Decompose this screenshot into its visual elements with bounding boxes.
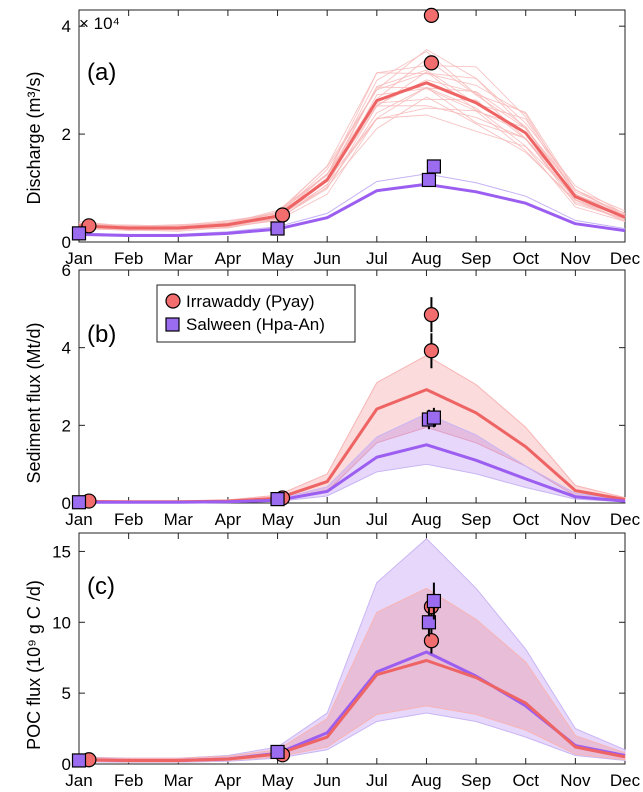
observation-salween-a xyxy=(426,159,441,174)
observation-irrawaddy-b xyxy=(423,307,440,323)
x-tick-label-a: Nov xyxy=(560,249,591,268)
y-axis-label-c: POC flux (10⁹ g C /d) xyxy=(24,580,44,750)
panel-b-plot: 0 2 4 6 Jan Feb Mar Apr May Jun Jul Aug Sep Oct Nov Dec xyxy=(62,261,641,529)
x-tick-label-c: Apr xyxy=(215,771,242,790)
x-tick-label-b: Jul xyxy=(366,510,388,529)
x-tick-label-c: Jun xyxy=(313,771,340,790)
ensemble-line-a xyxy=(78,114,626,232)
observation-irrawaddy-a xyxy=(423,7,440,23)
x-tick-label-b: Jan xyxy=(65,510,92,529)
observation-salween-c xyxy=(421,615,437,630)
y-axis-label-b: Sediment flux (Mt/d) xyxy=(24,322,44,483)
x-tick-label-c: Aug xyxy=(411,771,441,790)
y-tick-label-c: 10 xyxy=(52,613,71,632)
series-line-c-irrawaddy xyxy=(78,659,626,762)
x-tick-label-a: Jul xyxy=(366,249,388,268)
observation-irrawaddy-a xyxy=(274,207,291,223)
x-tick-label-c: May xyxy=(261,771,294,790)
observation-salween-b xyxy=(270,492,285,507)
observation-salween-c xyxy=(71,753,87,768)
x-tick-label-c: Mar xyxy=(164,771,194,790)
x-tick-label-b: Nov xyxy=(560,510,591,529)
panel-a-plot: 0 2 4 Jan Feb Mar Apr May Jun Jul Aug Sep Oct Nov Dec xyxy=(62,7,641,268)
x-tick-label-b: Sep xyxy=(461,510,491,529)
x-tick-label-b: May xyxy=(261,510,294,529)
y-tick-label-b: 6 xyxy=(62,261,71,280)
x-tick-label-a: Feb xyxy=(114,249,143,268)
observation-salween-c xyxy=(270,744,285,760)
axes-frame-a xyxy=(78,9,626,243)
y-tick-label-c: 5 xyxy=(62,684,71,703)
observation-irrawaddy-b xyxy=(423,343,440,359)
legend-marker-irrawaddy xyxy=(165,293,181,309)
y-tick-label-c: 15 xyxy=(52,542,71,561)
x-tick-label-a: Jun xyxy=(313,249,340,268)
legend-label-irrawaddy: Irrawaddy (Pyay) xyxy=(186,292,314,311)
y-tick-label-b: 0 xyxy=(62,494,71,513)
y-tick-label-c: 0 xyxy=(62,755,71,774)
x-tick-label-c: Sep xyxy=(461,771,491,790)
x-tick-label-a: Sep xyxy=(461,249,491,268)
legend-label-salween: Salween (Hpa-An) xyxy=(186,315,325,334)
observation-salween-a xyxy=(421,172,437,188)
y-axis-label-a: Discharge (m³/s) xyxy=(24,71,44,204)
y-tick-label-b: 4 xyxy=(62,339,71,358)
panel-label-c: (c) xyxy=(87,573,115,600)
panel-b: 0 2 4 6 Jan Feb Mar Apr May Jun Jul Aug Sep Oct Nov Dec… xyxy=(24,261,641,529)
observation-irrawaddy-a xyxy=(423,55,440,71)
x-tick-label-c: Dec xyxy=(610,771,641,790)
observation-salween-c xyxy=(426,593,441,609)
y-multiplier-label: × 10⁴ xyxy=(79,14,120,33)
panel-label-a: (a) xyxy=(87,59,116,86)
x-tick-label-a: Aug xyxy=(411,249,441,268)
legend-marker-salween xyxy=(165,317,180,332)
panel-label-b: (b) xyxy=(87,321,116,348)
x-tick-label-b: Aug xyxy=(411,510,441,529)
x-tick-label-c: Jul xyxy=(366,771,388,790)
x-tick-label-a: Jan xyxy=(65,249,92,268)
observation-salween-a xyxy=(270,221,285,236)
ensemble-line-a xyxy=(78,105,626,231)
x-tick-label-b: Dec xyxy=(610,510,641,529)
axes-frame-c xyxy=(78,532,626,765)
panel-c: 0 5 10 15 Jan Feb Mar Apr May Jun Jul Aug Sep Oct Nov D… xyxy=(24,532,641,790)
x-tick-label-b: Mar xyxy=(164,510,194,529)
series-line-a-irrawaddy xyxy=(78,81,626,230)
x-tick-label-a: Apr xyxy=(215,249,242,268)
x-tick-label-c: Oct xyxy=(513,771,540,790)
x-tick-label-a: Dec xyxy=(610,249,641,268)
x-tick-label-b: Oct xyxy=(513,510,540,529)
y-tick-label-b: 2 xyxy=(62,416,71,435)
y-tick-label-a: 4 xyxy=(62,17,71,36)
y-tick-label-a: 2 xyxy=(62,125,71,144)
x-tick-label-a: Mar xyxy=(164,249,194,268)
ensemble-line-a xyxy=(78,88,626,230)
x-tick-label-c: Jan xyxy=(65,771,92,790)
series-line-a-salween xyxy=(78,182,626,237)
observation-salween-b xyxy=(71,495,87,510)
y-tick-label-a: 0 xyxy=(62,233,71,252)
observation-salween-a xyxy=(71,226,87,241)
series-line-b-salween xyxy=(79,443,626,504)
panel-a: × 10⁴ 0 2 4 Jan Feb Mar Apr May Jun Jul Aug Sep Oct N… xyxy=(24,7,641,268)
axes-frame-b xyxy=(78,269,626,504)
ensemble-line-a xyxy=(78,65,626,227)
x-tick-label-b: Feb xyxy=(114,510,143,529)
x-tick-label-a: May xyxy=(261,249,294,268)
x-tick-label-b: Apr xyxy=(215,510,242,529)
x-tick-label-c: Feb xyxy=(114,771,143,790)
x-tick-label-a: Oct xyxy=(513,249,540,268)
x-tick-label-b: Jun xyxy=(313,510,340,529)
legend: Irrawaddy (Pyay) Salween (Hpa-An) xyxy=(156,284,356,343)
x-tick-label-c: Nov xyxy=(560,771,591,790)
legend-box xyxy=(156,284,356,343)
observation-irrawaddy-c xyxy=(423,633,440,649)
panel-c-plot: 0 5 10 15 Jan Feb Mar Apr May Jun Jul Aug Sep Oct Nov D… xyxy=(52,532,641,790)
observation-salween-b xyxy=(426,410,441,425)
